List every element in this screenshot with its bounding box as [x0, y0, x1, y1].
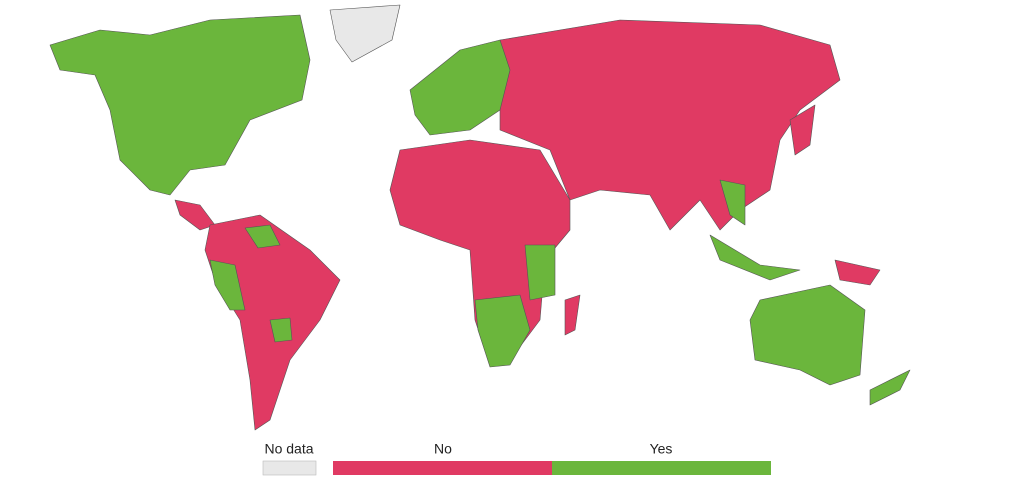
peru	[209, 259, 246, 311]
world-map	[49, 4, 911, 431]
indonesia	[709, 234, 801, 281]
europe	[409, 39, 511, 136]
russia-asia	[499, 19, 841, 231]
guyana	[244, 224, 281, 249]
new-zealand	[869, 369, 911, 406]
japan	[789, 104, 816, 156]
papua-new-guinea	[834, 259, 881, 286]
southern-africa	[474, 294, 531, 368]
legend-label: No	[434, 441, 452, 457]
legend-label: No data	[264, 441, 313, 457]
legend-swatch	[552, 461, 771, 475]
legend-swatch	[262, 460, 317, 476]
southeast-asia	[719, 179, 746, 226]
australia	[749, 284, 866, 386]
east-africa	[524, 244, 556, 301]
legend-swatch	[333, 461, 552, 475]
madagascar	[564, 294, 581, 336]
greenland	[329, 4, 401, 63]
paraguay	[269, 317, 293, 343]
legend-label: Yes	[650, 441, 673, 457]
north-america	[49, 14, 311, 196]
central-america	[174, 199, 216, 231]
